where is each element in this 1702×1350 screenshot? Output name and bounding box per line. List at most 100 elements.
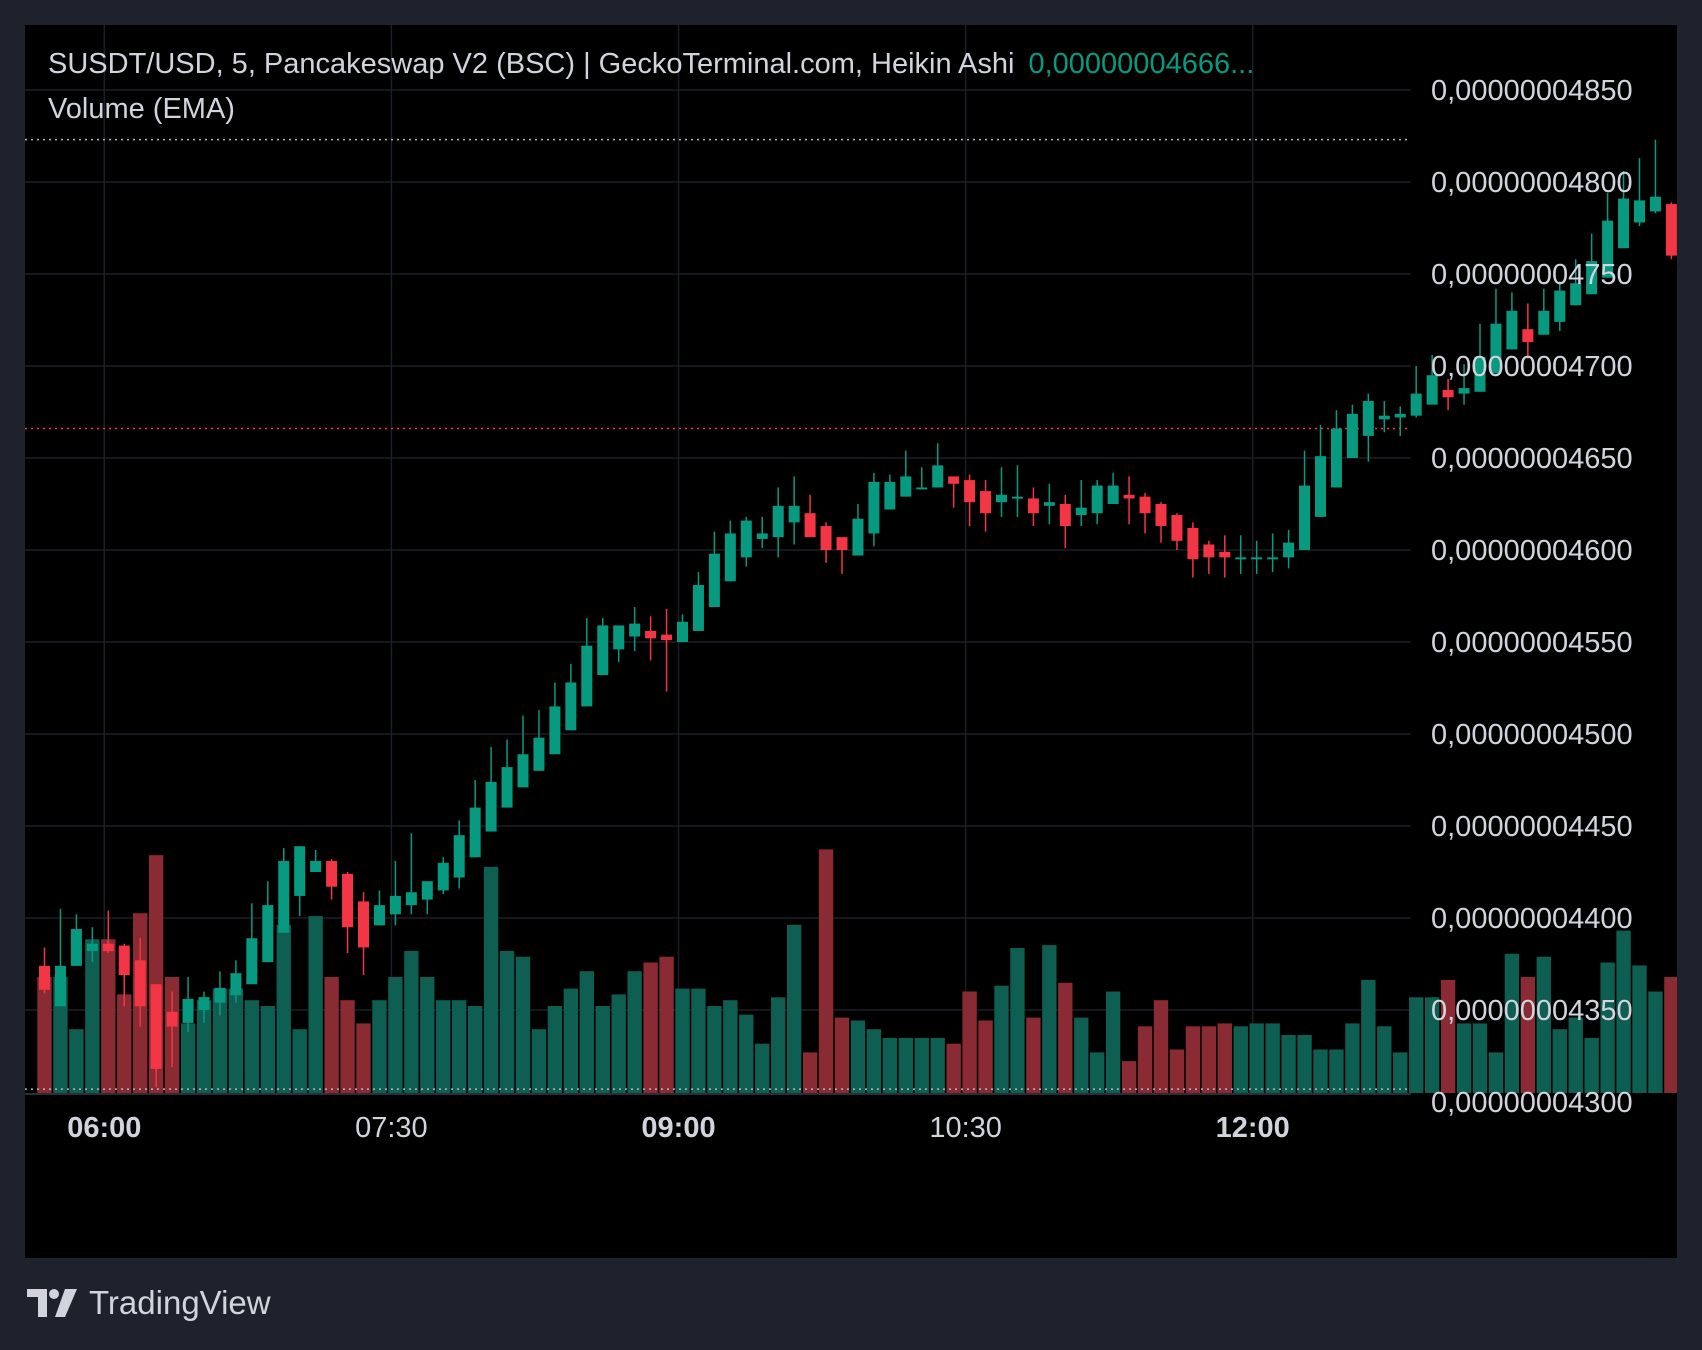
candle-body xyxy=(1474,356,1486,392)
volume-bar xyxy=(1600,962,1615,1093)
candle-body xyxy=(1267,557,1279,560)
candle-body xyxy=(326,860,338,887)
volume-bar xyxy=(69,1029,84,1093)
candle-body xyxy=(230,973,242,996)
volume-bar xyxy=(579,971,594,1093)
candle-body xyxy=(1251,557,1263,560)
volume-bar xyxy=(340,1000,355,1093)
price-tick-label: 0,00000004350 xyxy=(1431,995,1633,1027)
volume-bar xyxy=(1313,1049,1328,1093)
candle-body xyxy=(1027,498,1039,514)
candle-body xyxy=(278,860,290,933)
volume-bar xyxy=(611,994,626,1093)
price-tick-label: 0,00000004600 xyxy=(1431,535,1633,567)
volume-bar xyxy=(771,997,786,1093)
candle-body xyxy=(70,929,82,966)
candle-body xyxy=(1123,494,1135,499)
candle-body xyxy=(549,706,561,755)
volume-bar xyxy=(978,1020,993,1093)
candle-body xyxy=(980,491,992,514)
candle-body xyxy=(565,682,577,731)
candle-body xyxy=(246,938,258,985)
candle-body xyxy=(948,476,960,484)
candle-body xyxy=(772,505,784,538)
volume-bar xyxy=(1105,991,1121,1093)
volume-bar xyxy=(1616,930,1631,1093)
tradingview-brand[interactable]: TradingView xyxy=(25,1284,271,1322)
candle-body xyxy=(421,881,433,900)
candle-body xyxy=(836,537,848,550)
candle-body xyxy=(740,520,752,558)
candle-body xyxy=(1665,204,1677,256)
price-axis[interactable]: 0,00000004850 0,00000004800 0,00000004750 0… xyxy=(1431,75,1633,1119)
price-tick-label: 0,00000004550 xyxy=(1431,627,1633,659)
candle-body xyxy=(916,487,928,490)
candle-body xyxy=(852,518,864,556)
time-tick-label: 07:30 xyxy=(355,1112,428,1144)
volume-bar xyxy=(388,977,403,1093)
candle-body xyxy=(262,905,274,963)
candle-body xyxy=(182,998,194,1023)
volume-bar xyxy=(308,916,323,1093)
candle-body xyxy=(1043,502,1055,506)
candle-body xyxy=(964,480,976,503)
candle-body xyxy=(501,767,513,808)
candle-body xyxy=(198,997,210,1010)
candle-body xyxy=(389,895,401,915)
chart-panel[interactable]: 0,00000004850 0,00000004800 0,00000004750 0… xyxy=(25,25,1677,1258)
volume-bar xyxy=(117,994,132,1093)
volume-bar xyxy=(467,1006,483,1093)
volume-bar xyxy=(1409,997,1424,1093)
volume-bar xyxy=(818,849,834,1093)
volume-bar xyxy=(1233,1026,1248,1093)
volume-bar xyxy=(866,1029,882,1093)
volume-bar xyxy=(1568,1017,1583,1093)
volume-bar xyxy=(707,1006,722,1093)
candle-body xyxy=(214,987,226,1003)
last-price-value: 0,00000004666... xyxy=(1028,48,1255,80)
candle-body xyxy=(1346,413,1358,458)
volume-bar xyxy=(755,1043,770,1093)
candle-body xyxy=(804,513,816,538)
candle-body xyxy=(294,846,306,896)
volume-bar xyxy=(436,1000,451,1093)
candle-body xyxy=(1506,310,1518,350)
candle-body xyxy=(1155,504,1167,527)
chart-legend-title: SUSDT/USD, 5, Pancakeswap V2 (BSC) | Gec… xyxy=(48,48,1254,81)
candle-body xyxy=(1442,389,1454,398)
candle-body xyxy=(1378,415,1390,420)
volume-bar xyxy=(292,1029,307,1093)
volume-bar xyxy=(180,1023,196,1093)
candle-body xyxy=(166,1011,178,1027)
volume-bar xyxy=(1584,1037,1599,1093)
volume-bar xyxy=(1265,1023,1280,1093)
candle-body xyxy=(884,481,896,510)
candle-body xyxy=(868,481,880,534)
candle-body xyxy=(1091,485,1103,514)
candle-body xyxy=(597,625,609,676)
candle-body xyxy=(39,965,50,990)
volume-bar xyxy=(1456,1023,1472,1093)
candle-body xyxy=(932,465,944,488)
candle-body xyxy=(134,960,146,1007)
candle-body xyxy=(645,630,657,639)
volume-bar xyxy=(850,1020,866,1093)
volume-bar xyxy=(802,1052,818,1093)
candle-body xyxy=(102,943,114,952)
candle-body xyxy=(118,945,130,976)
chart-canvas[interactable]: 0,00000004850 0,00000004800 0,00000004750 0… xyxy=(25,25,1677,1258)
volume-bar xyxy=(1345,1023,1360,1093)
candle-body xyxy=(358,901,369,948)
candle-body xyxy=(1187,527,1199,560)
volume-bar xyxy=(1424,997,1440,1093)
candle-body xyxy=(1522,329,1534,343)
volume-bar xyxy=(946,1043,961,1093)
volume-bar xyxy=(1393,1052,1408,1093)
volume-bar xyxy=(914,1037,929,1093)
volume-bar xyxy=(1440,979,1456,1093)
volume-bar xyxy=(1504,953,1520,1093)
time-axis[interactable]: 06:00 07:30 09:00 10:30 12:00 xyxy=(67,1112,1290,1144)
candle-body xyxy=(692,584,704,631)
volume-bar xyxy=(898,1037,913,1093)
volume-bar xyxy=(228,988,244,1093)
